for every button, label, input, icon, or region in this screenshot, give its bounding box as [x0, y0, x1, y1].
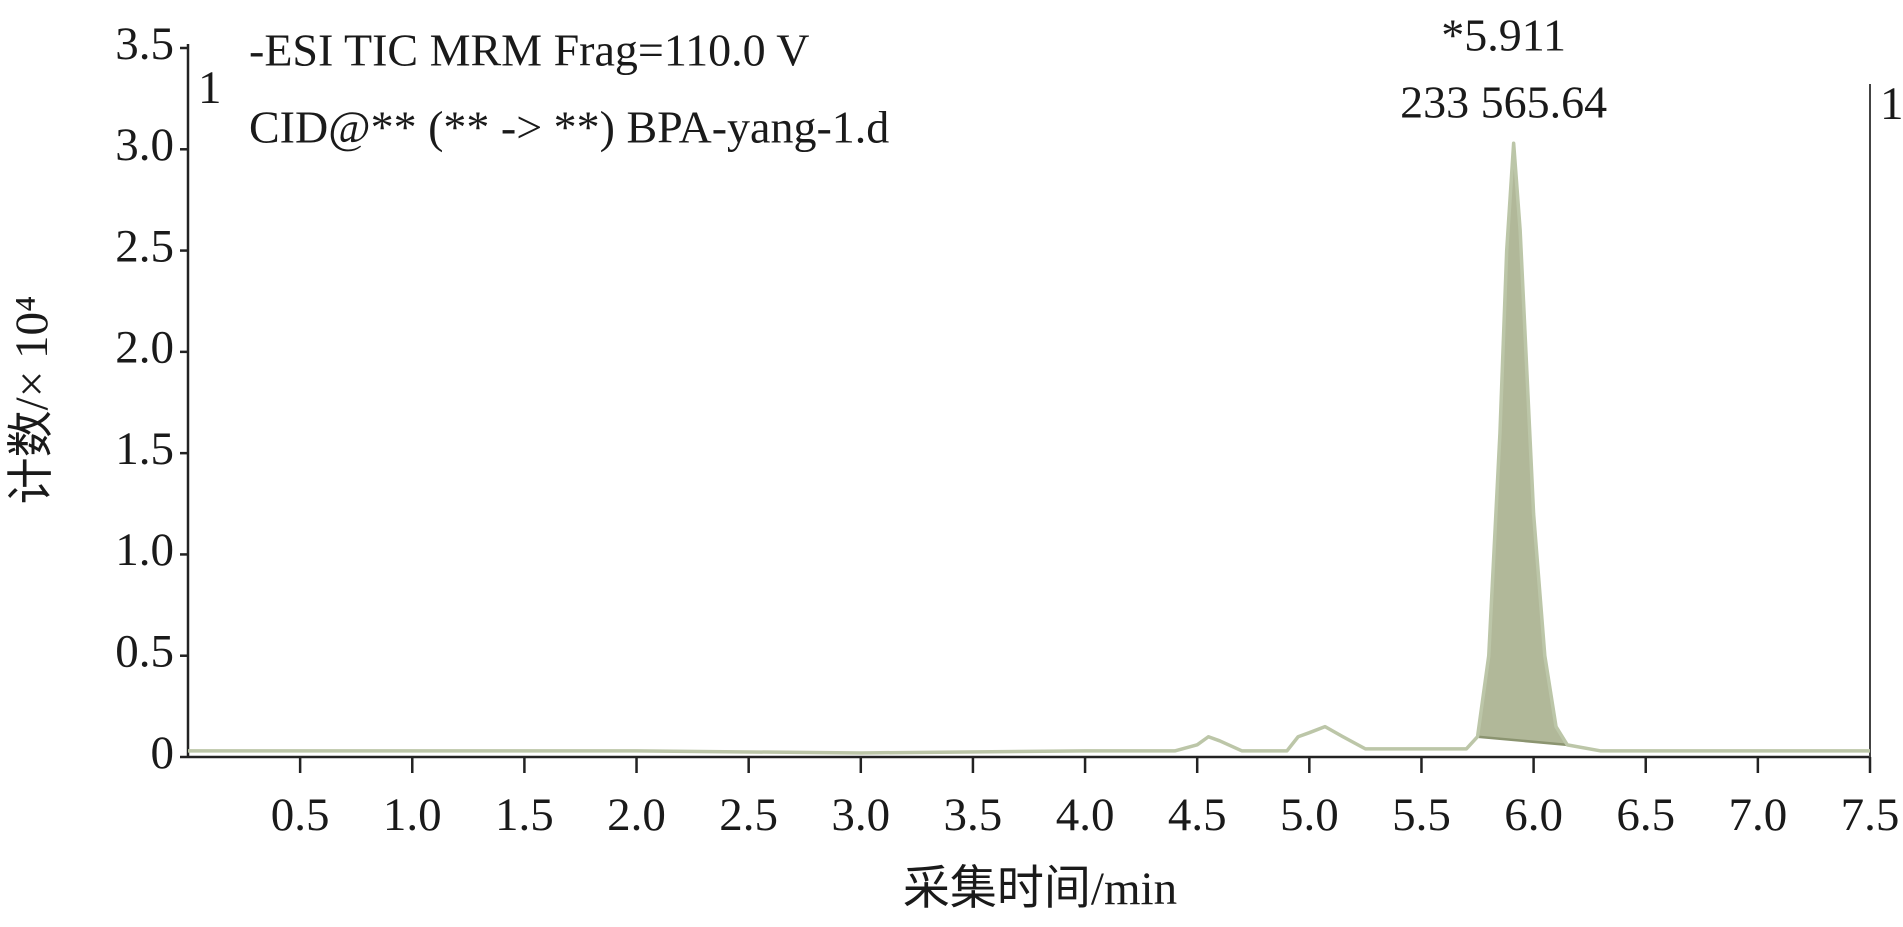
peak-baseline: [1477, 735, 1568, 747]
x-tick-label: 7.0: [1728, 789, 1787, 841]
y-tick-label: 2.0: [115, 322, 174, 374]
x-tick-label: 1.5: [495, 789, 554, 841]
x-tick-label: 5.5: [1392, 789, 1451, 841]
x-tick-label: 4.5: [1168, 789, 1227, 841]
y-tick-label: 0: [151, 727, 175, 779]
x-tick-label: 5.0: [1280, 789, 1339, 841]
peak-area-label: 233 565.64: [1400, 77, 1607, 128]
x-tick-label: 7.5: [1841, 789, 1900, 841]
peak-label: *5.911: [1441, 10, 1566, 61]
x-tick-label: 2.0: [607, 789, 666, 841]
y-tick-label: 1.0: [115, 524, 174, 576]
segment-label: 1: [1880, 78, 1903, 130]
y-tick-label: 3.5: [115, 18, 174, 70]
chromatogram-line: [188, 141, 1870, 755]
x-tick-label: 3.5: [944, 789, 1003, 841]
x-axis-label: 采集时间/min: [903, 863, 1177, 915]
segment-label: 1: [198, 62, 222, 114]
y-tick-label: 1.5: [115, 423, 174, 475]
x-tick-label: 1.0: [383, 789, 442, 841]
peak-area: [1477, 143, 1568, 745]
x-tick-label: 3.0: [831, 789, 890, 841]
y-axis-label: 计数/× 10⁴: [6, 296, 58, 505]
chart-subtitle: CID@** (** -> **) BPA-yang-1.d: [249, 102, 889, 153]
x-tick-label: 6.5: [1616, 789, 1675, 841]
x-tick-label: 4.0: [1056, 789, 1115, 841]
chart-title: -ESI TIC MRM Frag=110.0 V: [249, 25, 810, 76]
x-tick-label: 2.5: [719, 789, 778, 841]
x-tick-label: 0.5: [271, 789, 330, 841]
y-tick-label: 2.5: [115, 220, 174, 272]
y-tick-label: 0.5: [115, 625, 174, 677]
x-tick-label: 6.0: [1504, 789, 1563, 841]
y-tick-label: 3.0: [115, 119, 174, 171]
